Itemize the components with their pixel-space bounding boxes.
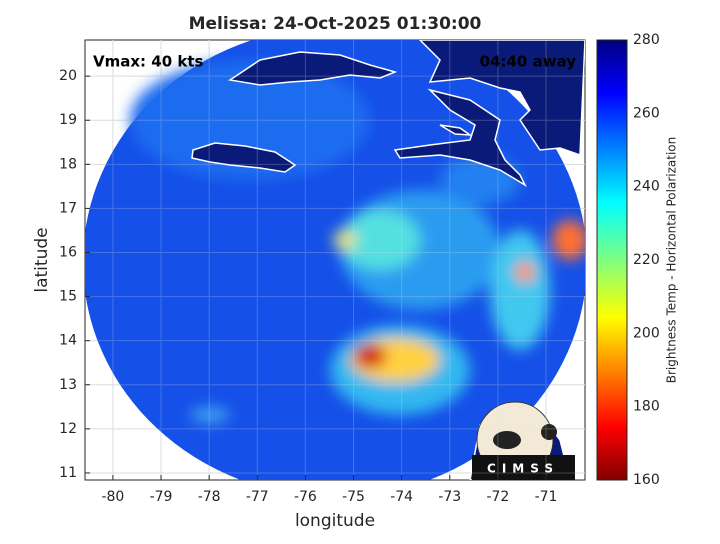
colorbar-label: Brightness Temp - Horizontal Polarizatio… (665, 137, 679, 384)
y-tick-label: 19 (59, 112, 77, 128)
x-tick-label: -72 (486, 489, 509, 505)
logo: CIMSS (472, 401, 575, 480)
time-away-label: 04:40 away (480, 53, 577, 71)
y-tick-label: 17 (59, 200, 77, 216)
y-tick-label: 16 (59, 245, 77, 261)
colorbar (596, 39, 628, 481)
colorbar-tick-label: 160 (633, 472, 660, 488)
convection (130, 60, 585, 423)
logo-text: CIMSS (487, 462, 559, 476)
y-tick-label: 20 (59, 68, 77, 84)
swath (85, 40, 585, 480)
x-tick-label: -76 (294, 489, 317, 505)
x-axis-label: longitude (295, 511, 375, 531)
colorbar-tick-label: 200 (633, 325, 660, 341)
y-axis-label: latitude (32, 227, 52, 292)
colorbar-tick-label: 180 (633, 399, 660, 415)
colorbar-tick-label: 260 (633, 105, 660, 121)
x-tick-label: -77 (246, 489, 269, 505)
x-tick-label: -73 (438, 489, 461, 505)
colorbar-tick-label: 240 (633, 179, 660, 195)
x-tick-label: -79 (150, 489, 173, 505)
x-tick-label: -71 (535, 489, 558, 505)
map-title: Melissa: 24-Oct-2025 01:30:00 (189, 14, 482, 34)
y-tick-label: 14 (59, 333, 77, 349)
y-tick-label: 13 (59, 377, 77, 393)
x-tick-label: -75 (342, 489, 365, 505)
vmax-label: Vmax: 40 kts (93, 53, 203, 71)
y-tick-label: 11 (59, 465, 77, 481)
y-tick-label: 12 (59, 421, 77, 437)
x-tick-label: -74 (390, 489, 413, 505)
colorbar-tick-label: 280 (633, 32, 660, 48)
x-tick-label: -78 (198, 489, 221, 505)
x-tick-label: -80 (101, 489, 124, 505)
y-tick-label: 15 (59, 289, 77, 305)
y-tick-label: 18 (59, 156, 77, 172)
colorbar-tick-label: 220 (633, 252, 660, 268)
grid-overlay (85, 40, 585, 480)
